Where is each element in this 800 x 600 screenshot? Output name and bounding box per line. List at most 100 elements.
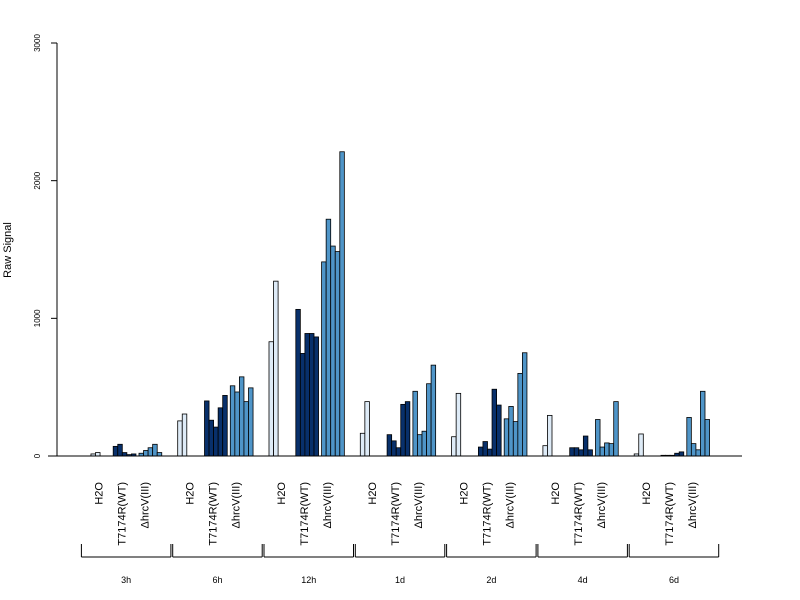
timepoint-label: 12h [301,575,316,585]
condition-label: T7174R(WT) [299,482,311,546]
bar [325,218,332,457]
timepoint-label: 2d [486,575,496,585]
bar [496,404,502,457]
bar [569,447,575,457]
bar [695,449,701,457]
bar [503,418,510,457]
bar [95,452,101,457]
bar [313,336,319,457]
bar [573,447,580,457]
condition-label: T7174R(WT) [664,482,676,546]
bar [517,372,523,457]
bar [222,395,228,457]
bar [482,441,488,457]
condition-label: H2O [276,482,288,505]
bar [177,420,183,457]
bar [391,440,397,457]
bar [451,436,457,457]
bar [638,433,644,457]
bar [217,407,224,457]
bar [599,446,605,457]
bar [117,443,123,457]
timepoint-label: 6h [212,575,222,585]
condition-label: H2O [550,482,562,505]
bar [704,419,710,457]
bar [181,413,188,457]
y-tick-label: 1000 [33,309,42,327]
condition-label: H2O [641,482,653,505]
bar [426,383,432,457]
bar [309,333,315,457]
timepoint-label: 6d [669,575,679,585]
bar [522,352,528,457]
bar [430,364,437,457]
bar [395,447,402,457]
bar [121,452,128,457]
bar [595,419,601,457]
bars-layer [90,151,710,457]
bar [364,401,370,457]
timepoint-brackets-layer: 3h 6h 12h 1d 2d 4d 6d [80,544,720,585]
bar [234,391,240,457]
condition-label: T7174R(WT) [573,482,585,546]
condition-label: ΔhrcV(III) [413,482,425,528]
bar [208,419,215,457]
bar [700,390,706,457]
condition-label: T7174R(WT) [390,482,402,546]
bar [508,406,514,457]
y-tick-label: 3000 [33,34,42,52]
condition-label: T7174R(WT) [116,482,128,546]
y-tick-label: 0 [33,453,42,458]
condition-label: T7174R(WT) [208,482,220,546]
y-axis: 0 1000 2000 3000 [33,34,742,458]
bar [204,400,210,457]
bar [268,341,274,457]
condition-label: ΔhrcV(III) [231,482,243,528]
condition-labels-layer: H2O T7174R(WT) ΔhrcV(III) H2O T7174R(WT) Δhrc… [93,482,699,546]
bar [321,261,327,457]
bar [487,448,493,457]
bar [404,401,411,457]
condition-label: ΔhrcV(III) [687,482,699,528]
bar [400,403,406,457]
bar [295,308,301,457]
condition-label: ΔhrcV(III) [139,482,151,528]
timepoint-label: 3h [121,575,131,585]
bar [455,392,462,457]
bar [477,446,484,457]
bar [412,390,418,457]
bar [330,245,336,457]
bar [339,151,345,457]
bar [299,353,306,457]
bar [582,435,589,457]
bar [147,447,154,457]
condition-label: ΔhrcV(III) [505,482,517,528]
condition-label: ΔhrcV(III) [322,482,334,528]
bar [273,280,279,457]
bar [386,434,393,457]
bar [547,414,553,457]
bar [421,430,427,457]
y-tick-label: 2000 [33,171,42,189]
bar [686,417,692,457]
condition-label: ΔhrcV(III) [596,482,608,528]
bar [578,449,584,457]
condition-label: T7174R(WT) [482,482,494,546]
bar [334,251,341,457]
bar [613,401,619,457]
bar [213,426,219,457]
bar [491,388,497,457]
condition-label: H2O [459,482,471,505]
bar [248,387,254,457]
bar [238,376,245,457]
bar [229,385,236,457]
y-axis-title: Raw Signal [2,222,14,278]
bar [690,443,697,457]
bar [604,442,610,457]
bar [112,445,119,457]
bar [417,434,423,457]
bar [143,450,149,457]
bar [512,421,519,457]
